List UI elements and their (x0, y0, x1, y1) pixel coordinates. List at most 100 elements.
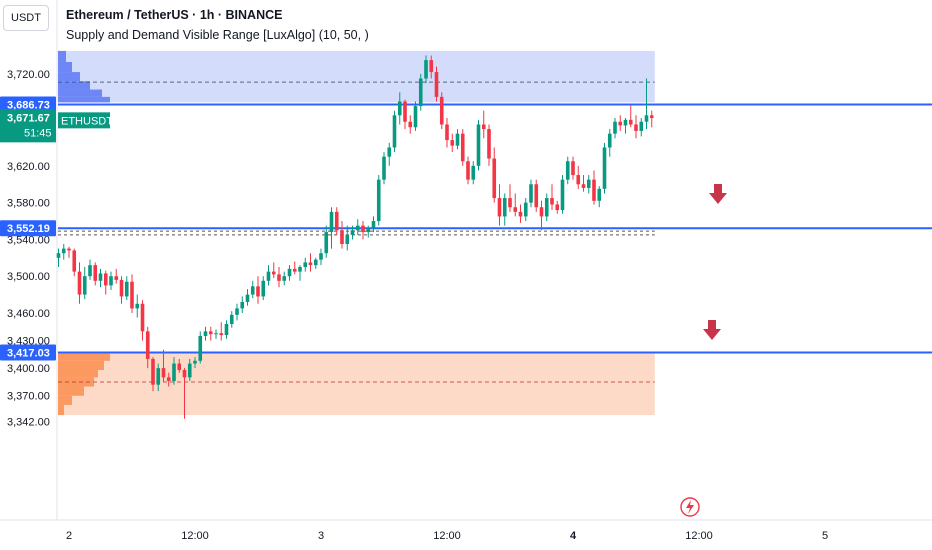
candle-body (93, 265, 98, 281)
y-tick-label: 3,580.00 (7, 198, 50, 210)
resistance-price-label: 3,686.73 (7, 100, 50, 112)
down-arrow-icon (709, 184, 727, 204)
candle-body (487, 129, 491, 159)
current-price-label: 3,671.67 (7, 112, 50, 124)
candle-body (308, 262, 313, 266)
candle-body (571, 161, 575, 176)
indicator-legend[interactable]: Supply and Demand Visible Range [LuxAlgo… (66, 28, 369, 42)
candle-body (77, 271, 82, 295)
candle-body (513, 207, 518, 212)
resistance-price-tag (0, 96, 56, 113)
candle-body (240, 301, 245, 309)
candle-body (628, 119, 633, 125)
candle-body (56, 253, 61, 258)
candle-body (418, 78, 423, 107)
candle-body (177, 363, 182, 370)
candle-body (649, 115, 654, 119)
candle-body (135, 303, 140, 309)
candle-body (203, 331, 208, 336)
y-tick-label: 3,540.00 (7, 234, 50, 246)
candle-body (434, 72, 439, 97)
candle-body (529, 184, 533, 203)
candle-body (292, 268, 297, 272)
candle-body (245, 294, 250, 302)
y-tick-label: 3,370.00 (7, 391, 50, 403)
demand-volume-profile-bar (58, 369, 98, 378)
supply-volume-profile-bar (58, 96, 110, 103)
candle-body (329, 211, 334, 233)
y-tick-label: 3,460.00 (7, 308, 50, 320)
candle-body (266, 271, 271, 281)
candle-body (497, 198, 502, 217)
candle-body (424, 60, 428, 79)
candle-body (460, 133, 465, 162)
candle-body (445, 124, 449, 141)
candle-body (208, 331, 213, 335)
candle-body (88, 265, 92, 277)
candle-body (560, 179, 565, 210)
candle-body (565, 161, 570, 180)
candle-body (130, 281, 134, 309)
candle-body (161, 368, 166, 378)
candle-body (313, 259, 318, 266)
candle-body (555, 204, 560, 210)
candle-body (392, 115, 397, 148)
support-price-label: 3,417.03 (7, 348, 50, 360)
candle-body (592, 179, 596, 201)
x-tick-label: 4 (570, 530, 577, 542)
candle-body (193, 360, 197, 364)
candle-body (439, 96, 444, 125)
symbol-tag-label: ETHUSDT (61, 115, 113, 127)
y-tick-label: 3,400.00 (7, 363, 50, 375)
currency-unit-button[interactable]: USDT (3, 5, 49, 31)
mid-level-price-tag (0, 220, 56, 237)
candle-body (145, 331, 150, 359)
candle-body (508, 198, 512, 208)
candle-body (366, 228, 371, 233)
x-tick-label: 2 (66, 530, 72, 542)
candle-body (67, 248, 71, 251)
x-tick-label: 12:00 (433, 530, 461, 542)
candle-body (382, 156, 386, 180)
candle-body (602, 147, 607, 189)
candle-body (151, 358, 155, 385)
candle-body (550, 198, 554, 205)
supply-volume-profile-bar (58, 89, 102, 97)
candle-body (492, 158, 497, 199)
candle-body (172, 363, 176, 382)
candle-body (644, 115, 649, 122)
candle-body (319, 253, 323, 260)
candle-body (355, 225, 360, 231)
candle-body (287, 268, 292, 277)
candle-body (256, 286, 260, 297)
candle-body (581, 184, 586, 188)
candle-body (187, 363, 192, 378)
candle-body (455, 133, 460, 146)
candle-body (403, 101, 407, 122)
x-tick-label: 5 (822, 530, 828, 542)
x-tick-label: 3 (318, 530, 324, 542)
candle-body (481, 124, 486, 130)
candle-body (413, 106, 418, 128)
candle-body (277, 274, 281, 281)
supply-volume-profile-bar (58, 50, 66, 62)
candle-body (518, 211, 523, 217)
y-tick-label: 3,620.00 (7, 161, 50, 173)
candle-body (408, 121, 413, 128)
candle-body (109, 276, 113, 286)
mid-level-price-label: 3,552.19 (7, 223, 50, 235)
candle-body (634, 124, 638, 131)
candle-body (334, 211, 339, 231)
candle-body (450, 140, 455, 146)
down-arrow-icon (703, 320, 721, 340)
lightning-bolt (686, 500, 694, 514)
candle-body (340, 230, 344, 245)
candle-body (476, 124, 481, 166)
candle-body (613, 121, 617, 134)
support-price-tag (0, 344, 56, 361)
supply-volume-profile-bar (58, 72, 80, 82)
demand-volume-profile-bar (58, 360, 104, 370)
candle-body (156, 368, 161, 385)
candle-body (639, 121, 644, 131)
